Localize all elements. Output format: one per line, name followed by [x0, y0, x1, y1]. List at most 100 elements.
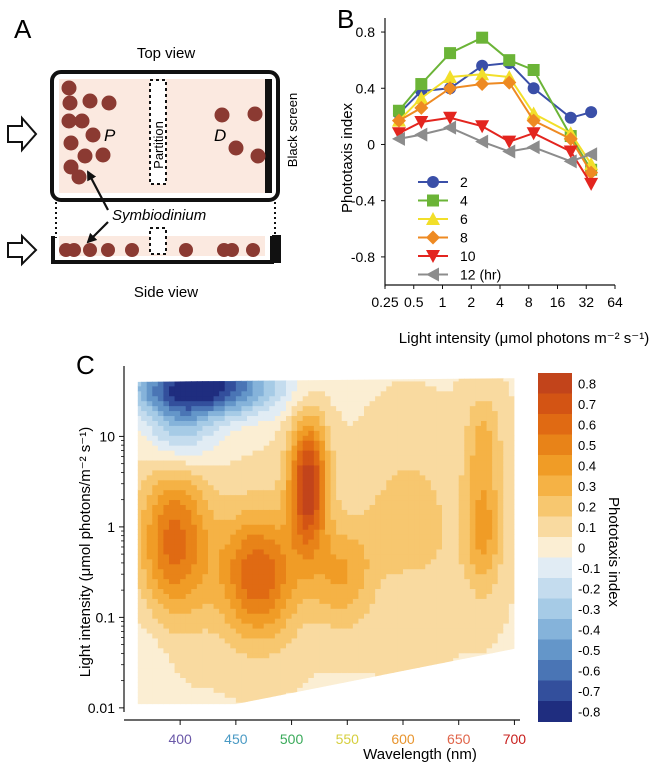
heat-cell [381, 490, 387, 496]
heat-cell [152, 603, 158, 609]
heat-cell [130, 702, 136, 708]
heat-cell [420, 465, 426, 471]
heat-cell [353, 628, 359, 634]
heat-cell [425, 579, 431, 585]
heat-cell [158, 549, 164, 555]
heat-cell [498, 569, 504, 575]
heat-cell [202, 588, 208, 594]
heat-cell [370, 668, 376, 674]
heat-cell [509, 534, 515, 540]
heat-cell [381, 672, 387, 678]
heat-cell [370, 623, 376, 629]
heat-cell [275, 564, 281, 570]
heat-cell [453, 391, 459, 397]
heat-cell [370, 658, 376, 664]
heat-cell [163, 440, 169, 446]
heat-cell [314, 707, 320, 713]
heat-cell [136, 628, 142, 634]
heat-cell [459, 425, 465, 431]
heat-cell [392, 529, 398, 535]
heat-cell [269, 663, 275, 669]
heat-cell [420, 648, 426, 654]
heat-cell [280, 579, 286, 585]
heat-cell [147, 692, 153, 698]
heat-cell [208, 386, 214, 392]
heat-cell [453, 707, 459, 713]
heat-cell [397, 554, 403, 560]
heat-cell [158, 480, 164, 486]
heat-cell [397, 381, 403, 387]
heat-cell [202, 613, 208, 619]
heat-cell [448, 371, 454, 377]
heat-cell [292, 658, 298, 664]
heat-cell [381, 381, 387, 387]
heat-cell [370, 366, 376, 372]
heat-cell [297, 648, 303, 654]
heat-cell [364, 559, 370, 565]
heat-cell [414, 529, 420, 535]
heat-cell [442, 485, 448, 491]
heat-cell [286, 366, 292, 372]
heat-cell [509, 509, 515, 515]
heat-cell [475, 588, 481, 594]
heat-cell [236, 539, 242, 545]
heat-cell [425, 420, 431, 426]
heat-cell [347, 415, 353, 421]
heat-cell [498, 529, 504, 535]
heat-cell [152, 623, 158, 629]
heat-cell [247, 519, 253, 525]
heat-cell [303, 415, 309, 421]
heat-cell [475, 504, 481, 510]
heat-cell [147, 529, 153, 535]
heat-cell [247, 366, 253, 372]
heat-cell [208, 559, 214, 565]
heat-cell [286, 440, 292, 446]
heat-cell [152, 628, 158, 634]
heat-cell [292, 663, 298, 669]
heat-cell [509, 529, 515, 535]
heat-cell [420, 687, 426, 693]
heat-cell [425, 460, 431, 466]
heat-cell [448, 366, 454, 372]
heat-cell [420, 608, 426, 614]
heat-cell [420, 539, 426, 545]
heat-cell [225, 396, 231, 402]
heat-cell [481, 628, 487, 634]
heat-cell [208, 485, 214, 491]
heat-cell [342, 450, 348, 456]
heat-cell [364, 445, 370, 451]
heat-cell [247, 583, 253, 589]
heat-cell [353, 692, 359, 698]
heat-cell [409, 425, 415, 431]
heat-cell [297, 628, 303, 634]
heat-cell [436, 519, 442, 525]
heat-cell [308, 697, 314, 703]
heat-cell [392, 440, 398, 446]
heat-cell [264, 618, 270, 624]
heat-cell [141, 603, 147, 609]
heat-cell [180, 653, 186, 659]
heat-cell [364, 554, 370, 560]
heat-cell [208, 668, 214, 674]
heat-cell [370, 628, 376, 634]
heat-cell [397, 391, 403, 397]
heat-cell [292, 633, 298, 639]
heat-cell [175, 440, 181, 446]
heat-cell [487, 618, 493, 624]
heat-cell [375, 598, 381, 604]
heat-cell [475, 519, 481, 525]
heat-cell [492, 519, 498, 525]
heat-cell [353, 386, 359, 392]
heat-cell [453, 658, 459, 664]
heat-cell [331, 450, 337, 456]
heat-cell [403, 539, 409, 545]
heat-cell [163, 386, 169, 392]
heat-cell [163, 593, 169, 599]
heat-cell [258, 638, 264, 644]
heat-cell [448, 529, 454, 535]
heat-cell [258, 455, 264, 461]
heat-cell [436, 499, 442, 505]
heat-cell [253, 554, 259, 560]
heat-cell [509, 470, 515, 476]
heat-cell [470, 420, 476, 426]
